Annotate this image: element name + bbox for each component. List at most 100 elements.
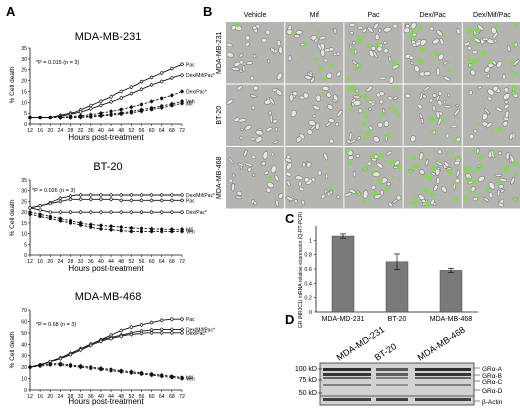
cell bbox=[377, 122, 383, 128]
y-axis-label: GR (NR3C1) mRNA relative expression (Q-R… bbox=[298, 212, 304, 329]
data-point bbox=[160, 198, 164, 202]
cell bbox=[312, 114, 317, 118]
series-label: Pac bbox=[186, 198, 195, 204]
gfp-cell bbox=[366, 70, 370, 73]
cell bbox=[347, 155, 354, 160]
cell bbox=[315, 94, 322, 102]
cell bbox=[492, 85, 499, 92]
gfp-cell bbox=[329, 64, 334, 69]
gfp-cell bbox=[345, 148, 351, 154]
gfp-cell bbox=[392, 108, 398, 114]
x-tick-label: 72 bbox=[179, 394, 185, 400]
protein-band bbox=[415, 368, 471, 371]
cell bbox=[231, 183, 235, 192]
y-tick-label: 15 bbox=[21, 89, 27, 95]
micrograph-grid: Vehicle Mif Pac Dex/Pac Dex/Mif/Pac MDA-MB-23… bbox=[216, 12, 520, 209]
data-point bbox=[119, 334, 123, 338]
cell bbox=[276, 72, 283, 81]
cell bbox=[378, 76, 387, 80]
series-label: Veh bbox=[186, 377, 195, 383]
data-point bbox=[150, 107, 154, 112]
cell bbox=[496, 189, 501, 197]
series-line bbox=[30, 91, 183, 118]
y-tick-label: 25 bbox=[21, 199, 27, 205]
gfp-cell bbox=[349, 85, 356, 92]
cell bbox=[292, 91, 298, 96]
x-axis-label: Hours post-treatment bbox=[68, 133, 144, 142]
cell bbox=[494, 173, 503, 177]
cell bbox=[472, 50, 478, 55]
gfp-cell bbox=[388, 106, 391, 110]
data-point bbox=[79, 110, 83, 114]
gfp-cell bbox=[447, 169, 453, 175]
cell bbox=[483, 197, 490, 202]
cell bbox=[320, 194, 326, 199]
gfp-cell bbox=[505, 164, 510, 169]
cell bbox=[275, 89, 283, 96]
data-point bbox=[109, 228, 113, 232]
protein-band bbox=[376, 373, 408, 376]
gfp-cell bbox=[513, 160, 519, 167]
cell bbox=[410, 61, 415, 65]
x-tick-label: 56 bbox=[139, 259, 145, 265]
cell bbox=[513, 59, 520, 66]
gfp-cell bbox=[469, 63, 474, 68]
gfp-cell bbox=[500, 166, 503, 169]
cell bbox=[244, 162, 253, 167]
cell bbox=[294, 199, 298, 204]
cell bbox=[507, 45, 511, 52]
y-tick-label: 70 bbox=[21, 308, 27, 314]
gfp-cell bbox=[513, 197, 518, 203]
cell bbox=[354, 88, 360, 93]
protein-band bbox=[376, 368, 408, 371]
cell bbox=[443, 161, 450, 168]
data-point bbox=[89, 107, 93, 111]
cell bbox=[245, 35, 251, 41]
actin-band bbox=[415, 398, 471, 401]
gfp-cell bbox=[313, 57, 318, 61]
cell bbox=[409, 55, 415, 60]
x-tick-label: 60 bbox=[149, 394, 155, 400]
gfp-cell bbox=[347, 160, 352, 166]
row-label: BT-20 bbox=[216, 106, 223, 125]
cell bbox=[286, 196, 294, 201]
gfp-cell bbox=[424, 201, 431, 208]
chart-title: BT-20 bbox=[93, 161, 122, 173]
cell bbox=[287, 55, 292, 62]
gfp-cell bbox=[466, 27, 473, 34]
category-label: BT-20 bbox=[388, 316, 407, 323]
cell bbox=[497, 151, 502, 156]
gfp-cell bbox=[318, 66, 323, 72]
gfp-cell bbox=[354, 67, 359, 72]
cell bbox=[392, 23, 398, 29]
x-tick-label: 32 bbox=[78, 128, 84, 134]
series-line bbox=[29, 194, 182, 209]
cell bbox=[266, 182, 275, 188]
gfp-cell bbox=[367, 98, 371, 102]
data-point bbox=[28, 206, 32, 210]
cell bbox=[443, 105, 452, 109]
gfp-cell bbox=[410, 28, 417, 35]
gfp-cell bbox=[443, 32, 447, 36]
data-point bbox=[99, 210, 103, 214]
cell bbox=[247, 166, 252, 172]
x-tick-label: 64 bbox=[159, 128, 165, 134]
y-tick-label: 0.6 bbox=[304, 267, 312, 273]
data-point bbox=[109, 113, 113, 117]
gfp-cell bbox=[453, 139, 458, 144]
gfp-cell bbox=[252, 46, 255, 50]
series-label: Veh bbox=[186, 99, 195, 105]
data-point bbox=[150, 373, 154, 377]
gfp-cell bbox=[433, 192, 437, 197]
x-tick-label: 48 bbox=[118, 394, 124, 400]
gfp-cell bbox=[480, 50, 486, 57]
cell bbox=[315, 122, 320, 130]
cell bbox=[336, 194, 340, 200]
series-label: Dex/Pac* bbox=[186, 210, 207, 216]
data-point bbox=[150, 210, 154, 214]
data-point bbox=[58, 210, 63, 214]
cell bbox=[252, 54, 257, 59]
gfp-cell bbox=[359, 101, 363, 105]
cell bbox=[304, 177, 310, 183]
x-tick-label: 40 bbox=[98, 259, 104, 265]
